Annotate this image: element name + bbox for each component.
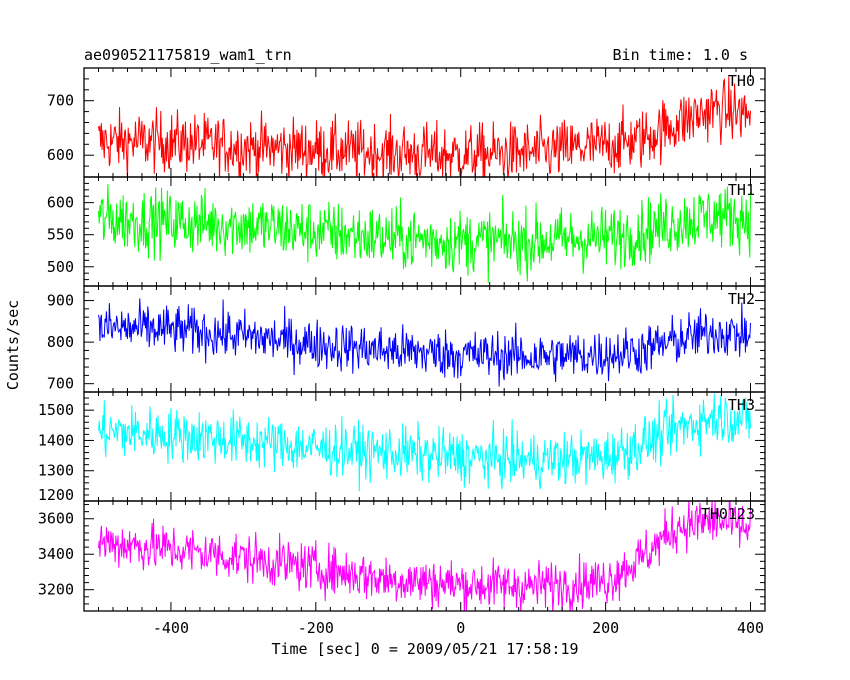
y-tick-label: 600 [47, 146, 74, 164]
chart-title: ae090521175819_wam1_trn [84, 46, 292, 64]
series-line-th0123 [97, 501, 752, 611]
x-tick-label: -400 [153, 619, 189, 637]
y-tick-label: 900 [47, 292, 74, 310]
panel-frame [83, 285, 766, 393]
panel-th1: TH1 500 550 600 [47, 176, 766, 287]
panel-th0: TH0 600 700 [47, 67, 766, 178]
panel-th2: TH2 700 800 900 [47, 285, 766, 393]
y-tick-label: 1400 [38, 431, 74, 449]
y-tick-label: 550 [47, 226, 74, 244]
y-tick-label: 1300 [38, 462, 74, 480]
y-tick-label: 700 [47, 92, 74, 110]
y-tick-label: 500 [47, 258, 74, 276]
y-tick-label: 1500 [38, 401, 74, 419]
x-tick-label: 200 [592, 619, 619, 637]
series-line-th2 [98, 298, 752, 387]
series-label: TH2 [728, 290, 755, 308]
y-tick-label: 3400 [38, 545, 74, 563]
panels-group: TH0 600 700 TH1 500 550 600 TH2 700 800 900 TH3 1200… [38, 67, 766, 637]
x-tick-label: 0 [456, 619, 465, 637]
x-axis-label: Time [sec] 0 = 2009/05/21 17:58:19 [271, 640, 578, 658]
panel-th3: TH3 1200 1300 1400 1500 [38, 391, 766, 504]
series-label: TH3 [728, 396, 755, 414]
y-tick-label: 3200 [38, 581, 74, 599]
y-axis-label: Counts/sec [4, 300, 22, 390]
series-line-th3 [97, 393, 752, 492]
chart-subtitle: Bin time: 1.0 s [613, 46, 748, 64]
y-tick-label: 3600 [38, 510, 74, 528]
y-tick-label: 1200 [38, 486, 74, 504]
y-tick-label: 600 [47, 194, 74, 212]
panel-frame [83, 500, 766, 612]
series-line-th0 [97, 76, 752, 177]
x-tick-label: -200 [298, 619, 334, 637]
series-label: TH0 [728, 72, 755, 90]
y-tick-label: 800 [47, 333, 74, 351]
panel-th0123: TH0123 3200 3400 3600 [38, 500, 766, 612]
y-tick-label: 700 [47, 375, 74, 393]
series-label: TH1 [728, 181, 755, 199]
x-tick-label: 400 [737, 619, 764, 637]
series-label: TH0123 [701, 505, 755, 523]
series-line-th1 [97, 183, 752, 283]
